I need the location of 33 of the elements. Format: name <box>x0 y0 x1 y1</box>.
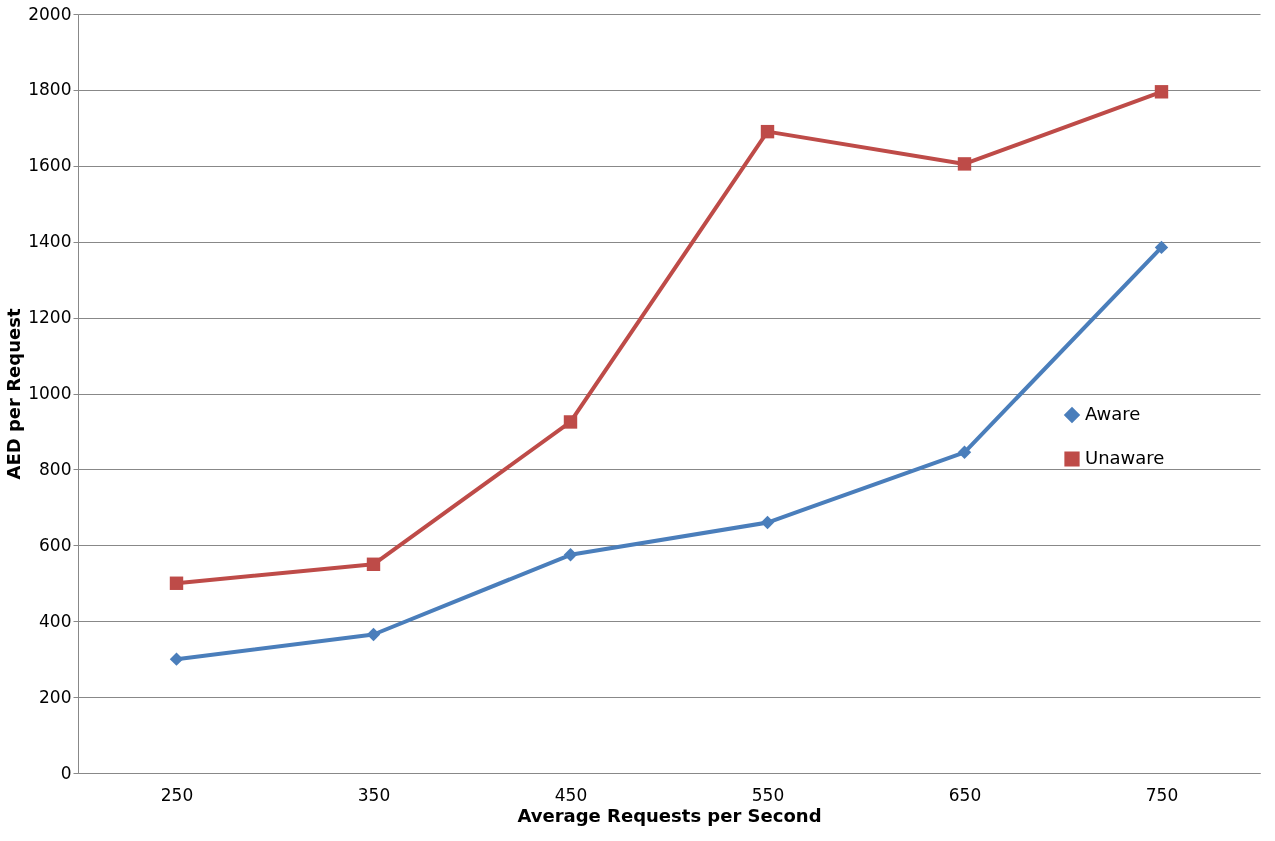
x-axis-title: Average Requests per Second <box>517 804 822 826</box>
y-tick-label: 200 <box>39 686 72 707</box>
point <box>760 124 775 139</box>
point <box>169 576 184 590</box>
legend-label: Unaware <box>1085 447 1165 468</box>
point <box>366 557 381 571</box>
y-tick-label: 1000 <box>28 383 72 403</box>
point <box>366 627 381 642</box>
x-tick-label: 650 <box>948 784 982 805</box>
legend-label: Aware <box>1085 403 1141 424</box>
y-tick-label: 1200 <box>28 307 72 328</box>
point <box>169 652 184 666</box>
y-tick-label: 2000 <box>28 3 72 24</box>
y-tick-label: 0 <box>60 762 72 783</box>
y-tick-label: 1600 <box>28 155 72 176</box>
point <box>760 515 775 530</box>
y-tick-label: 600 <box>39 534 72 555</box>
x-tick-label: 350 <box>357 784 391 805</box>
y-tick-label: 800 <box>39 458 72 479</box>
x-tick-label: 450 <box>554 784 588 805</box>
y-tick-label: 1400 <box>28 231 72 252</box>
x-tick-label: 250 <box>160 784 194 805</box>
point <box>563 548 578 562</box>
point <box>957 445 972 460</box>
point <box>1154 240 1169 255</box>
y-tick-label: 1800 <box>28 79 72 100</box>
y-axis-title: AED per Request <box>3 308 25 480</box>
point <box>957 157 972 171</box>
y-tick-label: 400 <box>39 610 72 631</box>
x-tick-label: 750 <box>1145 784 1179 805</box>
x-tick-label: 550 <box>751 784 785 805</box>
point <box>1154 85 1169 99</box>
point <box>563 415 578 429</box>
